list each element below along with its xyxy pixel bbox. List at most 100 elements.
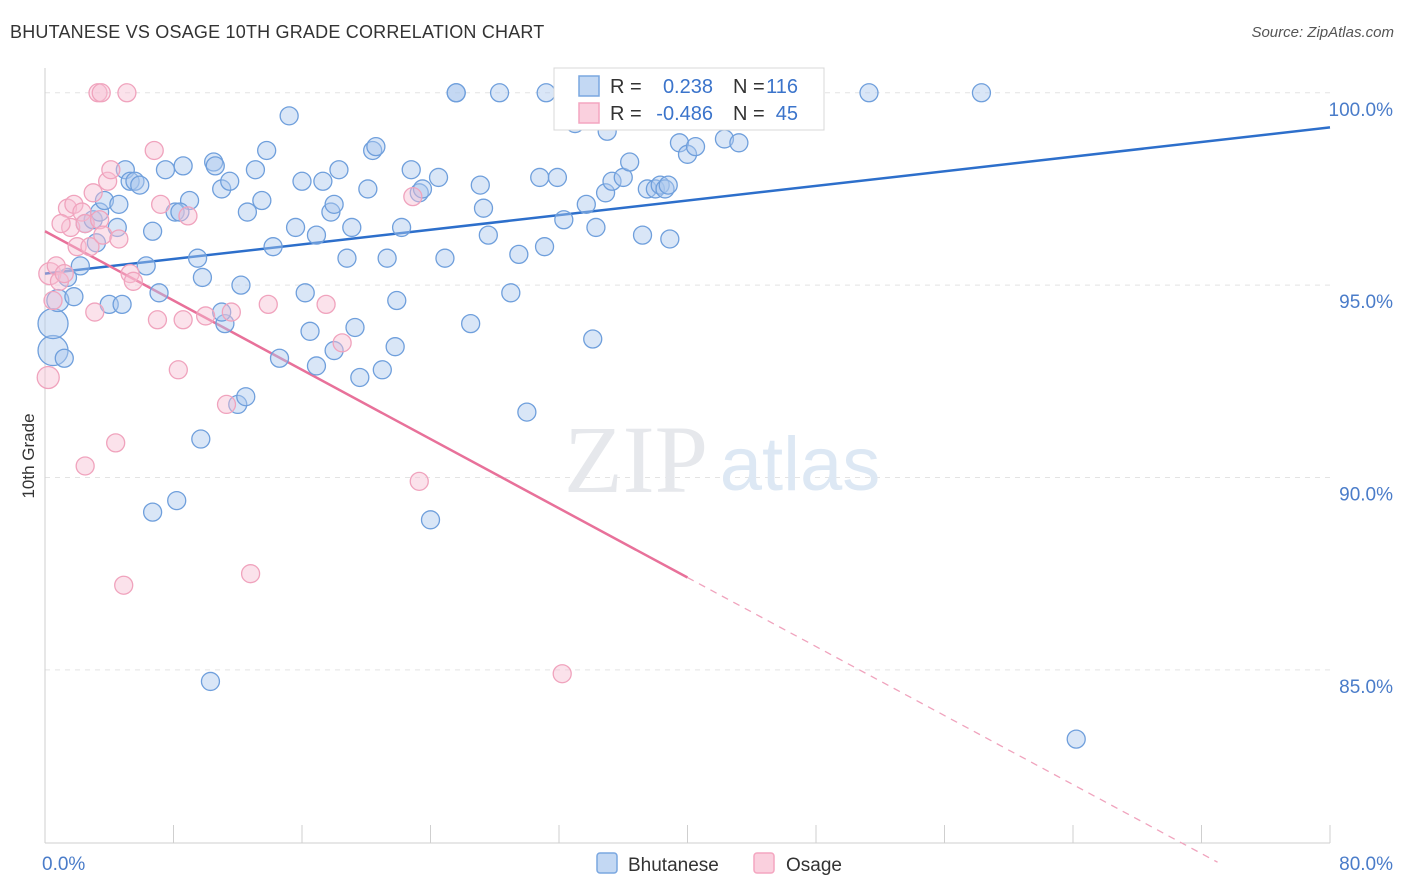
bhutanese-point	[167, 490, 187, 511]
y-tick-label-0: 100.0%	[1329, 100, 1394, 121]
bhutanese-point	[295, 283, 315, 303]
bhutanese-point	[300, 321, 320, 341]
osage-point	[75, 213, 95, 234]
bhutanese-point	[237, 202, 258, 222]
bhutanese-point	[534, 237, 555, 257]
y-axis-label: 10th Grade	[19, 413, 38, 498]
osage-point	[54, 263, 74, 284]
bhutanese-point	[620, 152, 640, 172]
bhutanese-point	[173, 156, 193, 176]
legend-r-label-bhutanese: R =	[610, 76, 642, 98]
legend-r-label-osage: R =	[610, 103, 642, 125]
bhutanese-point	[324, 340, 344, 361]
bhutanese-point	[231, 275, 251, 295]
osage-trend-line	[44, 230, 689, 579]
bhutanese-point	[212, 179, 232, 199]
bhutanese-point	[470, 175, 490, 195]
bhutanese-point	[385, 337, 405, 357]
osage-point	[46, 256, 66, 276]
bhutanese-point	[345, 317, 365, 338]
osage-point	[72, 202, 92, 222]
osage-point	[85, 302, 105, 322]
bhutanese-point	[576, 194, 596, 214]
bhutanese-trend-line	[44, 126, 1331, 275]
osage-point	[403, 187, 423, 207]
bhutanese-point	[420, 510, 441, 530]
osage-point	[195, 306, 216, 326]
legend-n-value-osage: 45	[776, 103, 798, 125]
bhutanese-point	[306, 356, 327, 376]
bhutanese-point	[257, 140, 277, 161]
bhutanese-point	[530, 167, 550, 188]
bhutanese-point	[660, 229, 680, 249]
bhutanese-point	[446, 83, 466, 103]
bhutanese-point	[236, 387, 256, 407]
bhutanese-point	[324, 194, 344, 214]
bhutanese-point	[547, 167, 568, 188]
bhutanese-point	[120, 171, 140, 191]
watermark-zip: ZIP	[564, 406, 708, 513]
osage-point	[117, 83, 137, 103]
bhutanese-point	[677, 144, 698, 164]
osage-point	[97, 171, 118, 191]
y-tick-label-2: 90.0%	[1339, 485, 1393, 506]
bhutanese-point	[187, 248, 208, 268]
osage-point	[101, 160, 121, 180]
bottom-legend-swatch-osage	[753, 852, 775, 874]
bhutanese-point	[329, 160, 349, 180]
osage-point	[144, 140, 164, 161]
y-tick-label-1: 95.0%	[1339, 292, 1393, 313]
osage-point	[36, 365, 60, 390]
bhutanese-point	[279, 106, 299, 126]
bhutanese-point	[215, 313, 235, 334]
bhutanese-point	[554, 210, 574, 230]
bhutanese-point	[292, 171, 312, 191]
bhutanese-point	[136, 256, 156, 276]
bhutanese-point	[685, 136, 706, 157]
osage-point	[80, 237, 100, 257]
bhutanese-point	[142, 221, 163, 241]
bhutanese-point	[387, 290, 407, 311]
bhutanese-point	[632, 225, 653, 245]
bottom-legend-label-osage: Osage	[786, 855, 842, 876]
bhutanese-point	[602, 171, 622, 191]
bhutanese-point	[435, 248, 455, 268]
y-tick-label-3: 85.0%	[1339, 677, 1393, 698]
osage-point	[168, 360, 188, 380]
bhutanese-point	[200, 671, 221, 692]
bhutanese-point	[192, 267, 213, 288]
bhutanese-point	[583, 329, 603, 349]
bhutanese-point	[252, 190, 272, 211]
bhutanese-point	[401, 160, 421, 180]
osage-point	[83, 183, 103, 203]
bhutanese-point	[306, 225, 327, 245]
bhutanese-point	[64, 287, 84, 307]
bhutanese-point	[461, 313, 481, 334]
osage-point	[51, 213, 71, 234]
bhutanese-point	[112, 294, 132, 315]
bhutanese-point	[729, 133, 749, 153]
bhutanese-point	[142, 502, 163, 522]
stats-legend: R = 0.238 N = 116 R = -0.486 N = 45	[553, 67, 825, 131]
source-credit: Source: ZipAtlas.com	[1251, 24, 1394, 41]
osage-point	[552, 664, 572, 684]
bottom-legend-label-bhutanese: Bhutanese	[628, 855, 719, 876]
bhutanese-point	[489, 83, 510, 103]
bhutanese-point	[228, 394, 248, 415]
bhutanese-point	[94, 190, 115, 211]
osage-point	[173, 310, 193, 330]
osage-point	[64, 194, 84, 214]
osage-point	[147, 310, 168, 330]
bhutanese-point	[70, 256, 90, 276]
osage-point	[93, 225, 113, 245]
axes	[44, 68, 1331, 844]
bhutanese-point	[191, 429, 211, 449]
y-tick-labels: 100.0% 95.0% 90.0% 85.0%	[1329, 100, 1394, 698]
bhutanese-point	[337, 248, 357, 268]
bhutanese-point	[478, 225, 498, 245]
bhutanese-point	[269, 348, 290, 368]
osage-point	[106, 433, 126, 453]
osage-point	[114, 575, 134, 595]
bhutanese-point	[586, 217, 606, 238]
